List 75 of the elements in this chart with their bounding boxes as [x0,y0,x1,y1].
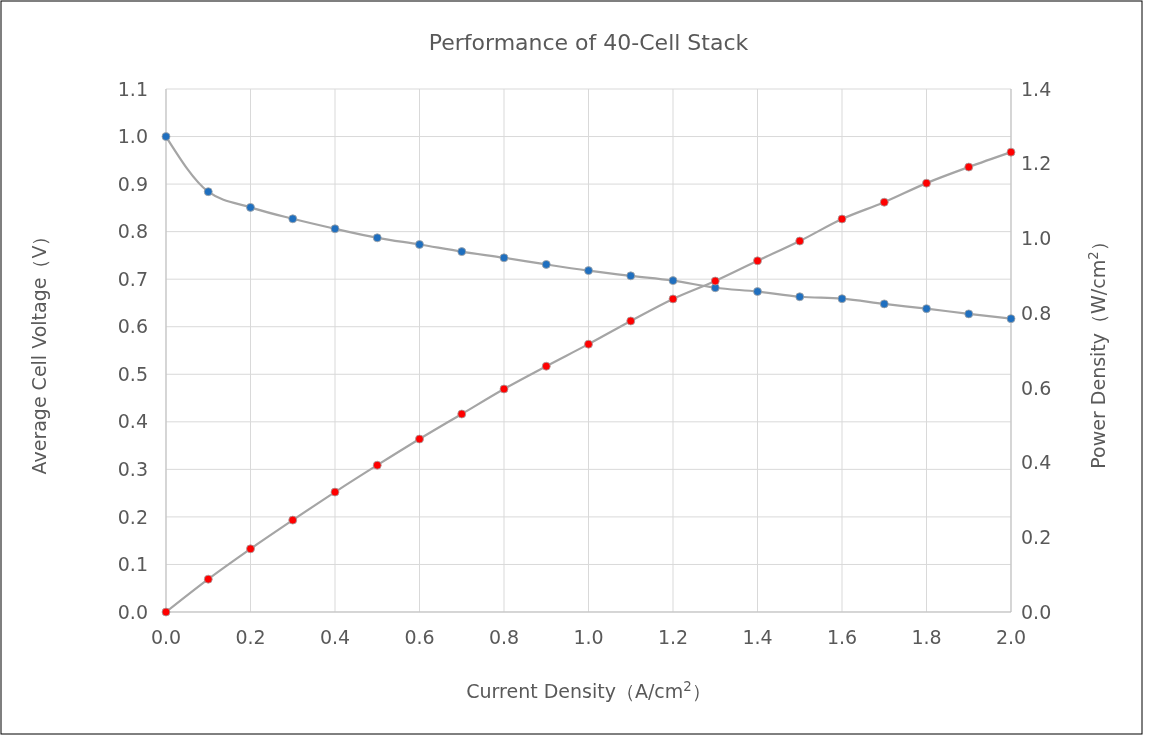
point [203,187,213,197]
y2-tick-label: 0.6 [1021,376,1052,399]
y-tick-label: 0.3 [117,458,148,481]
y2-tick-label: 1.0 [1021,227,1052,250]
y2-tick-label: 0.4 [1021,451,1052,474]
x-tick-label: 1.0 [573,626,604,648]
point [668,294,678,304]
y-tick-label: 1.0 [117,125,148,148]
x-tick-label: 0.0 [150,626,182,648]
point [753,287,762,296]
point [626,316,636,326]
point [964,162,974,172]
x-tick-label: 0.6 [404,626,435,648]
y-tick-label: 1.1 [117,77,148,100]
point [415,434,424,444]
y-tick-label: 0.9 [117,172,148,195]
y2-tick-label: 0.8 [1021,301,1052,324]
x-tick-label: 1.4 [742,626,773,648]
point [372,233,382,243]
point [922,178,931,188]
point [288,515,298,525]
point [837,294,847,304]
x-tick-label: 1.2 [657,626,689,648]
y-tick-label: 0.0 [117,600,148,623]
x-tick-label: 0.2 [235,626,266,648]
point [879,299,889,309]
point [161,607,171,617]
point [372,460,382,470]
point [246,544,255,554]
x-tick-label: 0.4 [319,626,351,648]
point [457,409,467,419]
point [964,309,974,319]
y-tick-label: 0.7 [117,267,148,290]
point [499,384,509,394]
point [668,276,678,286]
point [922,304,931,314]
y-tick-label: 0.5 [117,362,148,385]
point [330,487,340,497]
point [795,236,805,246]
point [246,202,255,212]
x-tick-label: 1.6 [826,626,858,648]
point [710,276,720,286]
point [161,132,171,141]
point [288,214,298,224]
point [330,224,340,234]
point [753,256,762,266]
point [541,260,551,269]
point [795,292,805,302]
point [837,214,847,224]
point [584,339,593,349]
y-tick-label: 0.2 [117,505,148,528]
x-tick-label: 0.8 [488,626,520,648]
point [499,253,509,263]
point [626,271,636,281]
point [541,361,551,371]
point [1006,314,1016,324]
x-tick-label: 2.0 [995,626,1027,648]
y-tick-label: 0.4 [117,410,148,433]
point [415,240,424,249]
y-tick-label: 0.1 [117,553,148,576]
y-tick-label: 0.8 [117,220,148,243]
y2-tick-label: 0.2 [1021,525,1052,548]
point [1006,147,1016,157]
point [584,266,593,276]
y2-tick-label: 1.4 [1021,77,1052,100]
chart-title: Performance of 40-Cell Stack [428,30,749,55]
x-tick-label: 1.8 [911,626,942,648]
y2-tick-label: 0.0 [1021,600,1052,623]
point [879,197,889,207]
y2-tick-label: 1.2 [1021,152,1052,175]
point [203,574,213,584]
y-tick-label: 0.6 [117,315,148,338]
x-axis-title: Current Density（A/cm$^{2}$） [466,678,711,702]
y-axis-title: Average Cell Voltage（V） [28,226,50,475]
point [457,247,467,257]
